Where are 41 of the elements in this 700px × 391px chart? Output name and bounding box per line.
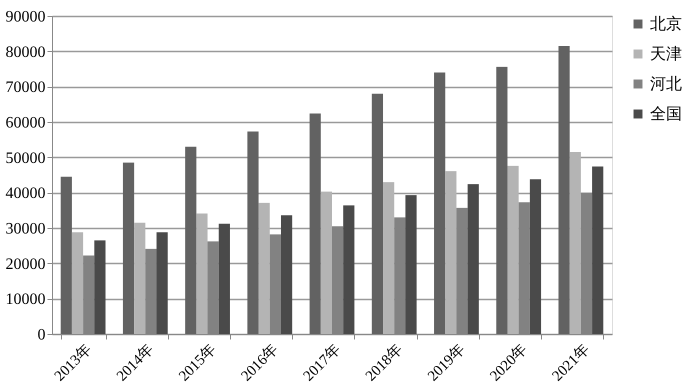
bar (94, 240, 106, 334)
bar (468, 184, 479, 334)
bar (592, 166, 604, 334)
bar (196, 214, 208, 334)
bar (134, 222, 146, 334)
legend-label: 河北 (650, 75, 682, 93)
bar (185, 146, 196, 334)
y-tick-label: 10000 (6, 291, 46, 308)
bar (372, 94, 384, 334)
bar (530, 179, 542, 334)
legend-label: 天津 (650, 45, 682, 63)
y-tick-label: 40000 (6, 185, 46, 202)
y-tick-label: 20000 (6, 256, 46, 273)
bar (280, 215, 292, 334)
bar (383, 182, 394, 334)
bar (570, 152, 581, 334)
y-tick-label: 80000 (6, 44, 46, 61)
bar (72, 232, 84, 334)
y-tick-label: 70000 (6, 79, 46, 96)
bar (445, 171, 456, 334)
bar (310, 114, 321, 334)
bar (320, 192, 332, 334)
legend-label: 全国 (650, 106, 682, 123)
y-tick-label: 90000 (6, 8, 46, 26)
bar (558, 46, 570, 334)
bar (343, 205, 354, 334)
bar (258, 202, 270, 334)
bar (247, 132, 259, 334)
y-tick-label: 60000 (6, 114, 46, 132)
bar (156, 232, 168, 334)
y-tick-label: 0 (38, 326, 46, 344)
bar (496, 66, 508, 334)
y-tick-label: 50000 (6, 150, 46, 167)
bar (60, 176, 72, 334)
legend-label: 北京 (650, 15, 682, 33)
bar (122, 162, 134, 334)
bar (434, 72, 446, 334)
y-tick-label: 30000 (6, 220, 46, 238)
bar (218, 224, 230, 334)
bar (405, 195, 417, 334)
bar (507, 166, 519, 334)
